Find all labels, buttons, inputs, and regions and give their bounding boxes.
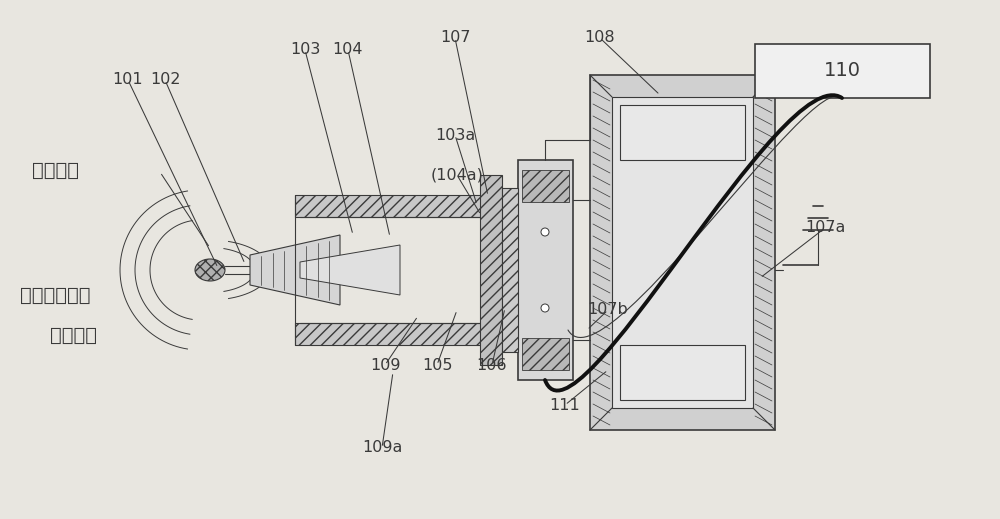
Circle shape: [541, 228, 549, 236]
Ellipse shape: [195, 259, 225, 281]
Bar: [590, 75, 775, 430]
Bar: [518, 160, 573, 380]
Text: 105: 105: [422, 358, 452, 373]
Text: 101: 101: [113, 73, 143, 88]
Bar: [295, 195, 490, 217]
Text: 放電區域: 放電區域: [50, 325, 97, 345]
Bar: [480, 175, 502, 365]
Text: 102: 102: [150, 73, 180, 88]
Text: 109a: 109a: [362, 441, 402, 456]
Bar: [620, 345, 745, 400]
Bar: [755, 44, 930, 98]
Bar: [620, 105, 745, 160]
Text: 107a: 107a: [805, 221, 845, 236]
Text: 等離子體射流: 等離子體射流: [20, 285, 90, 305]
Bar: [295, 323, 490, 345]
Text: (104a): (104a): [431, 168, 483, 183]
Text: 108: 108: [585, 31, 615, 46]
Bar: [522, 338, 569, 370]
Polygon shape: [300, 245, 400, 295]
Text: 107b: 107b: [588, 303, 628, 318]
Text: 工作区域: 工作区域: [32, 160, 79, 180]
Bar: [612, 97, 753, 408]
Polygon shape: [250, 235, 340, 305]
Text: 107: 107: [440, 31, 470, 46]
Circle shape: [541, 304, 549, 312]
Text: 103: 103: [290, 43, 320, 58]
Text: 103a: 103a: [435, 128, 475, 143]
Text: 111: 111: [550, 398, 580, 413]
Text: 109: 109: [370, 358, 400, 373]
Bar: [522, 170, 569, 202]
Text: 106: 106: [477, 358, 507, 373]
Bar: [502, 188, 518, 352]
Text: 110: 110: [824, 61, 860, 80]
Text: 104: 104: [333, 43, 363, 58]
